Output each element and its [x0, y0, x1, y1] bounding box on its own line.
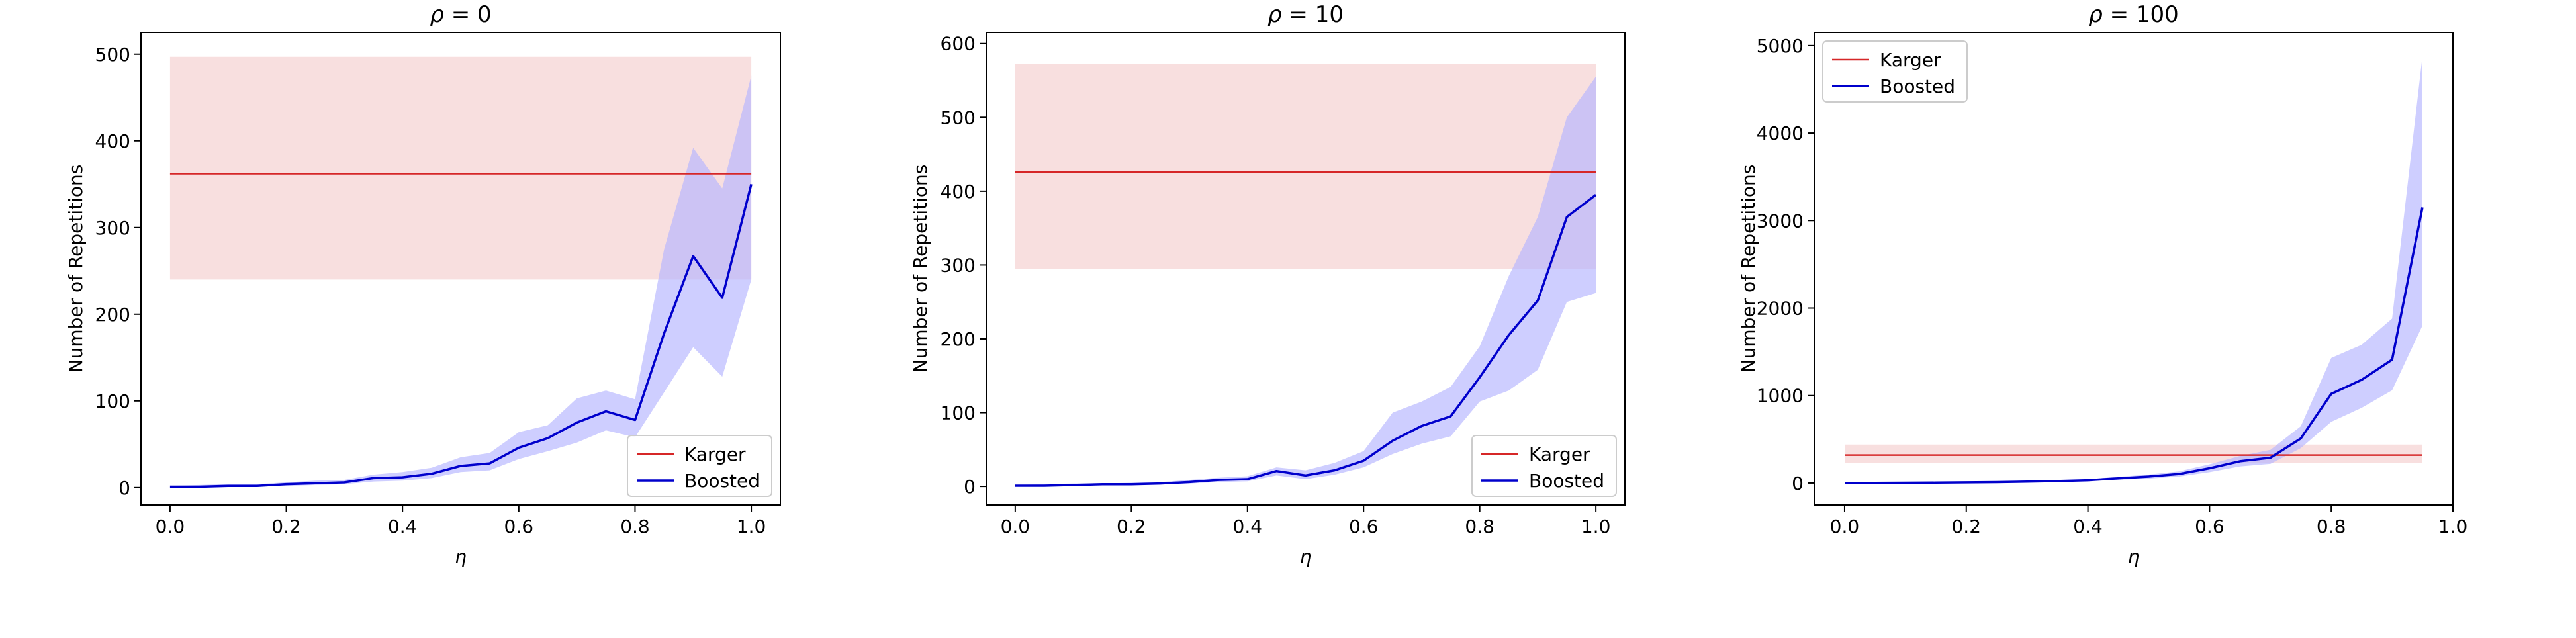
- series-line-boosted: [1844, 207, 2424, 484]
- x-tick-label: 0.6: [1349, 516, 1379, 537]
- x-tick-label: 0.0: [1001, 516, 1031, 537]
- x-tick-label: 0.8: [1465, 516, 1495, 537]
- x-axis-label: η: [1300, 546, 1312, 568]
- x-axis-label: η: [2128, 546, 2140, 568]
- y-tick-label: 1000: [1757, 385, 1804, 407]
- axes-frame: [1814, 32, 2454, 506]
- y-tick-label: 400: [95, 130, 130, 152]
- band-karger: [169, 56, 752, 280]
- y-tick-label: 400: [941, 181, 976, 203]
- x-tick-label: 0.6: [2195, 516, 2225, 537]
- legend-label-boosted: Boosted: [1880, 75, 1955, 97]
- title-symbol: ρ: [430, 1, 444, 28]
- y-tick-label: 2000: [1757, 298, 1804, 320]
- legend-label-karger: Karger: [684, 443, 746, 465]
- x-tick-label: 0.4: [2073, 516, 2103, 537]
- axes-frame: [986, 32, 1626, 506]
- title-symbol: ρ: [1267, 1, 1282, 28]
- y-tick-label: 0: [964, 476, 976, 498]
- chart-title: ρ = 0: [430, 1, 491, 28]
- y-tick-label: 200: [95, 304, 130, 326]
- series-line-boosted: [169, 183, 753, 488]
- x-tick-label: 0.0: [156, 516, 185, 537]
- x-tick-label: 0.4: [1233, 516, 1263, 537]
- band-karger: [1015, 64, 1596, 269]
- legend-label-karger: Karger: [1880, 49, 1941, 71]
- x-tick-label: 0.2: [1951, 516, 1981, 537]
- x-tick-label: 1.0: [1581, 516, 1611, 537]
- band-karger: [1845, 444, 2422, 463]
- y-tick-label: 3000: [1757, 210, 1804, 232]
- y-tick-label: 5000: [1757, 35, 1804, 57]
- x-tick-label: 0.2: [271, 516, 301, 537]
- x-axis-label: η: [455, 546, 467, 568]
- x-tick-label: 0.2: [1117, 516, 1146, 537]
- chart-panel-1: 0.0 0.2 0.4 0.6 0.8 1.0 0 100 200 300 400 500 600 ρ =…: [909, 1, 1626, 568]
- title-symbol: ρ: [2088, 1, 2103, 28]
- chart-title: ρ = 100: [2088, 1, 2179, 28]
- y-axis-label: Number of Repetitions: [909, 165, 931, 373]
- y-tick-label: 4000: [1757, 122, 1804, 144]
- chart-panel-2: 0.0 0.2 0.4 0.6 0.8 1.0 0 1000 2000 3000 4000 5000 ρ…: [1737, 1, 2467, 568]
- legend: Karger Boosted: [1471, 435, 1617, 497]
- y-tick-label: 500: [941, 107, 976, 128]
- title-value: = 0: [444, 1, 492, 28]
- legend-label-boosted: Boosted: [1529, 470, 1604, 492]
- plot-area: [1015, 64, 1597, 487]
- y-tick-label: 300: [941, 254, 976, 276]
- y-tick-label: 200: [941, 328, 976, 350]
- band-boosted: [1845, 56, 2422, 483]
- plot-area: [1844, 56, 2424, 484]
- x-tick-label: 1.0: [2438, 516, 2468, 537]
- y-axis-label: Number of Repetitions: [65, 165, 87, 373]
- x-tick-label: 0.8: [2317, 516, 2346, 537]
- y-axis-label: Number of Repetitions: [1737, 165, 1759, 373]
- legend-label-boosted: Boosted: [684, 470, 760, 492]
- y-tick-label: 0: [118, 477, 130, 499]
- x-tick-label: 1.0: [737, 516, 766, 537]
- legend: Karger Boosted: [1822, 40, 1968, 103]
- plot-area: [169, 56, 753, 488]
- y-tick-label: 300: [95, 217, 130, 239]
- y-tick-label: 100: [941, 402, 976, 424]
- legend-label-karger: Karger: [1529, 443, 1590, 465]
- y-tick-label: 600: [941, 33, 976, 55]
- title-value: = 10: [1282, 1, 1344, 28]
- chart-title: ρ = 10: [1267, 1, 1344, 28]
- y-tick-label: 100: [95, 390, 130, 412]
- x-tick-label: 0.6: [504, 516, 534, 537]
- series-line-boosted: [1015, 194, 1597, 487]
- x-tick-label: 0.0: [1830, 516, 1860, 537]
- y-tick-label: 500: [95, 44, 130, 66]
- x-tick-label: 0.8: [620, 516, 650, 537]
- x-tick-label: 0.4: [388, 516, 418, 537]
- axes-frame: [140, 32, 781, 506]
- title-value: = 100: [2103, 1, 2179, 28]
- legend: Karger Boosted: [627, 435, 772, 497]
- chart-panel-0: 0.0 0.2 0.4 0.6 0.8 1.0 0 100 200 300 400 500 ρ = 0 η…: [65, 1, 781, 568]
- y-tick-label: 0: [1792, 473, 1804, 494]
